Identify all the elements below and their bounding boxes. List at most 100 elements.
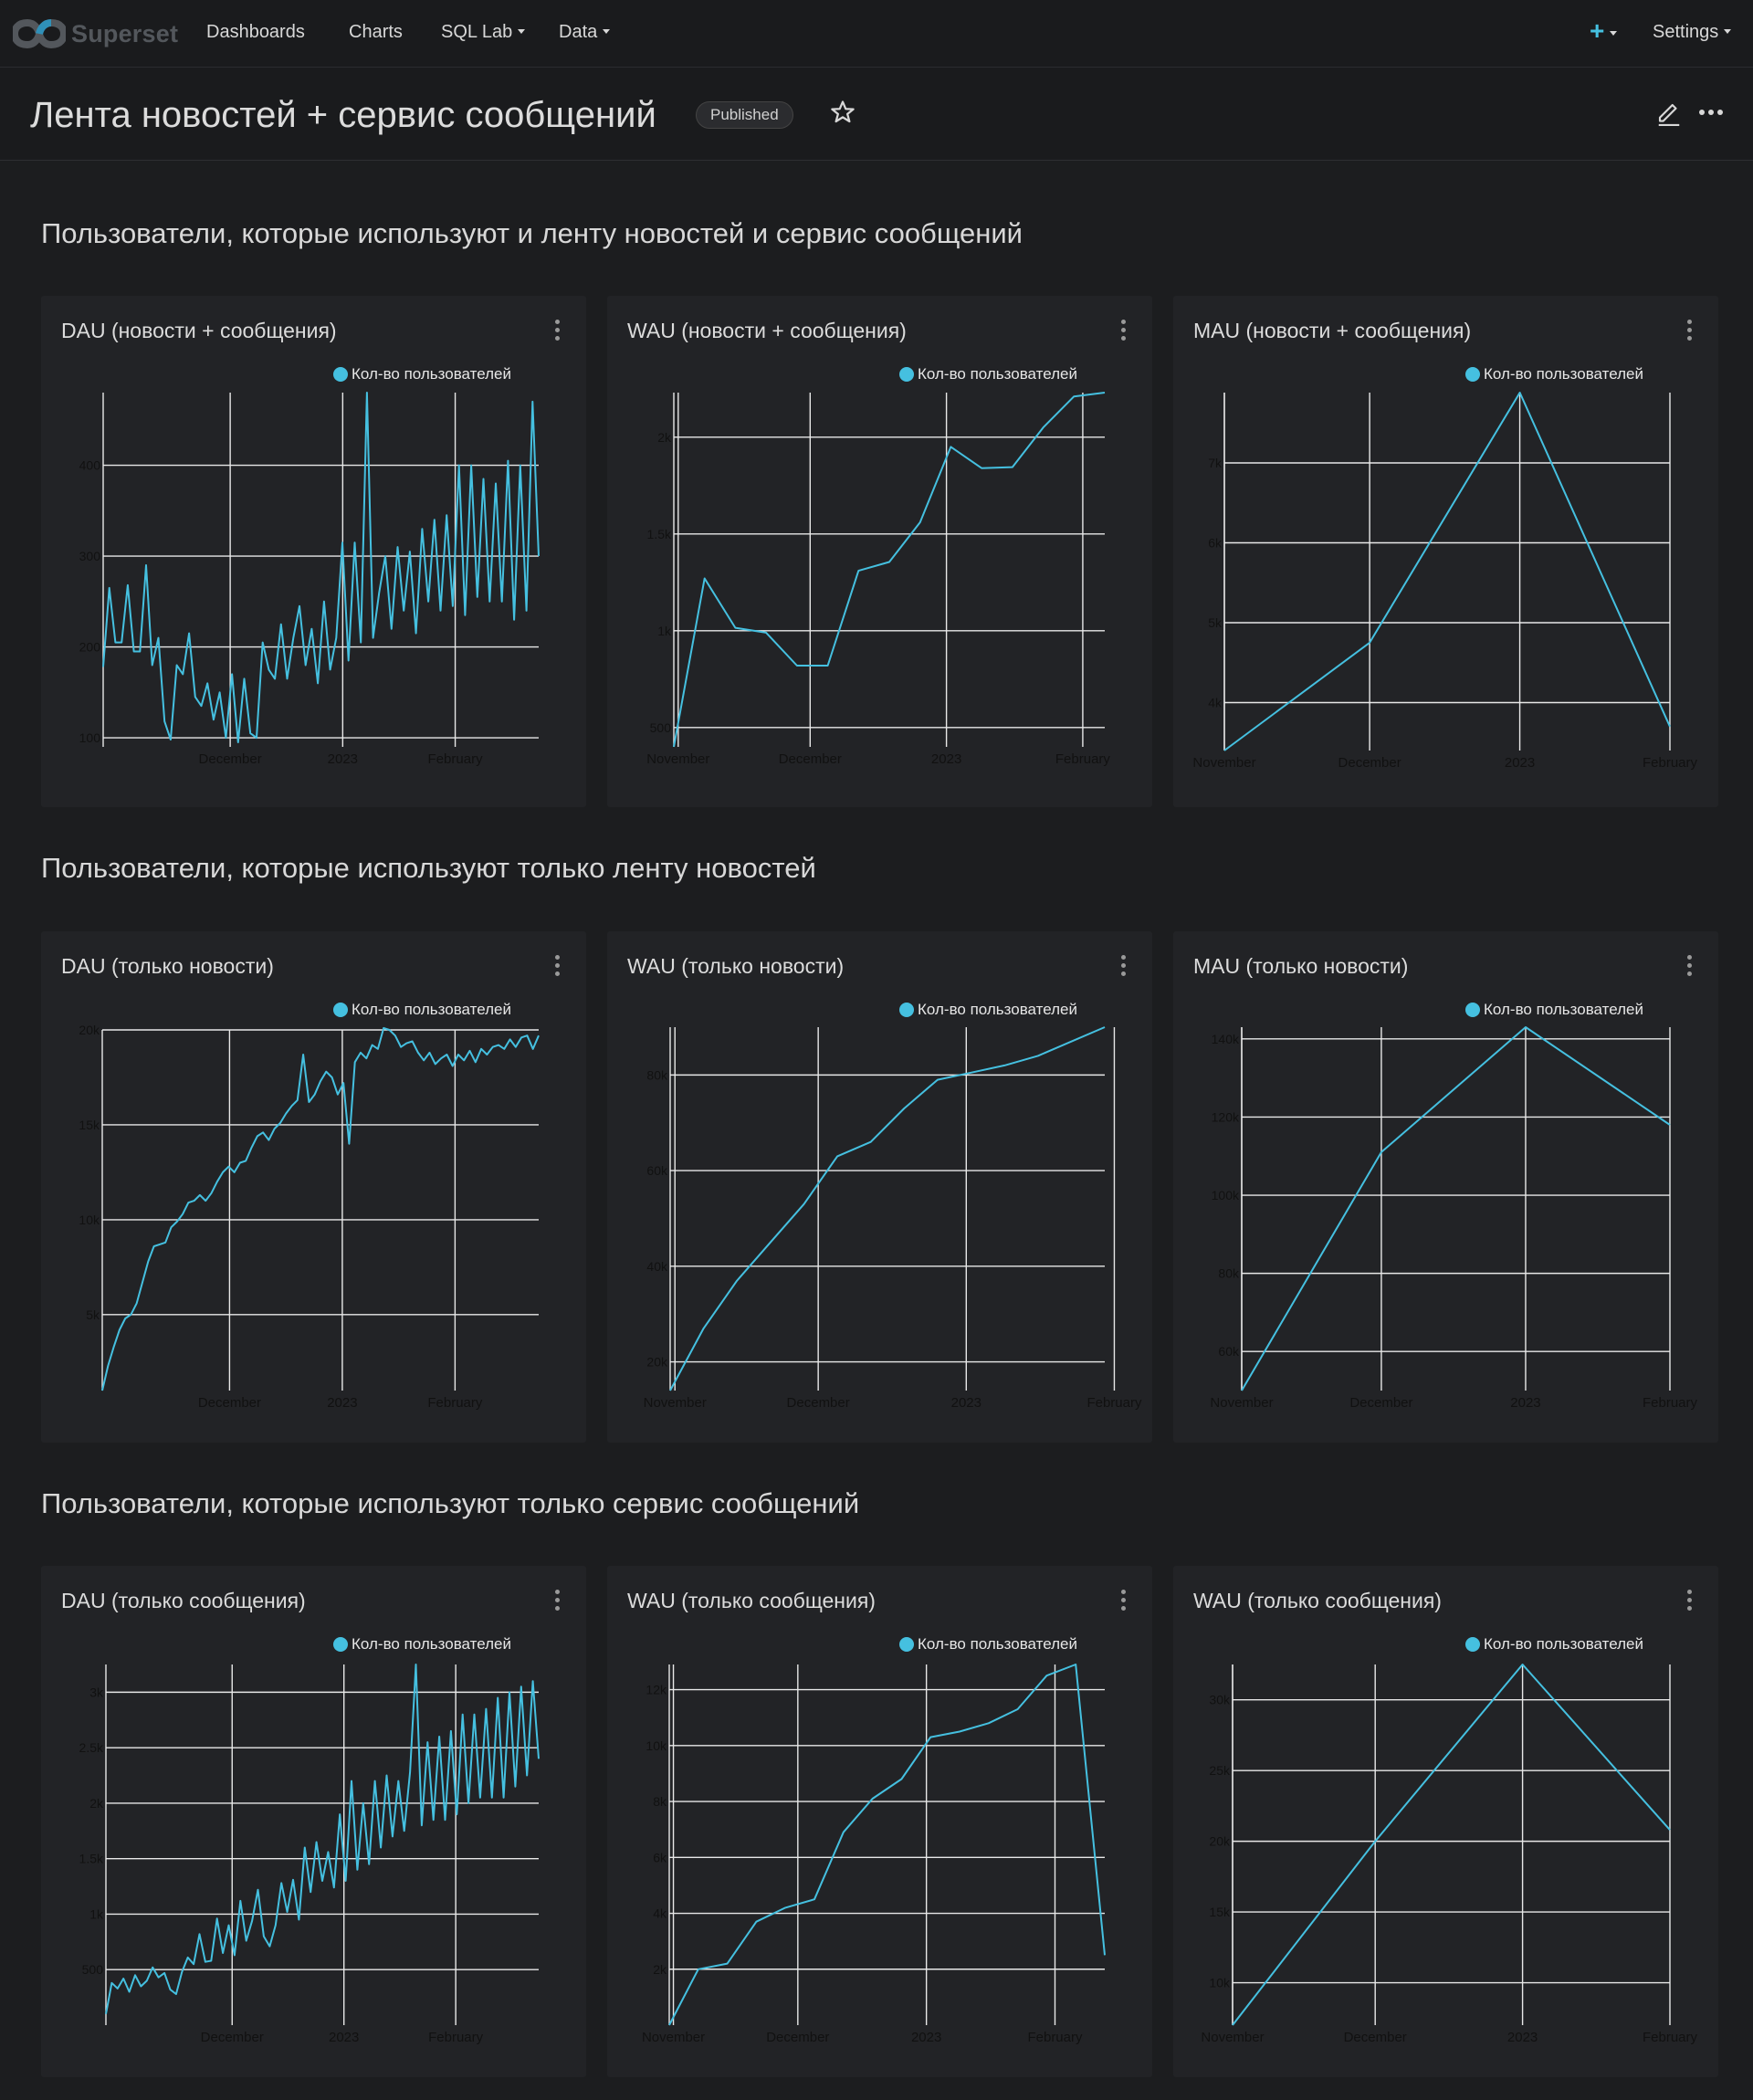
chart-menu-icon[interactable]: [555, 320, 561, 344]
y-tick-label: 500: [82, 1962, 104, 1977]
x-tick-label: December: [199, 751, 262, 767]
x-tick-label: 2023: [1505, 755, 1535, 771]
chart-menu-icon[interactable]: [555, 1590, 561, 1614]
y-tick-label: 60k: [1218, 1344, 1240, 1359]
chart-plot[interactable]: 5k 10k 15k 20k December 2023 February: [41, 931, 586, 1443]
legend-dot-icon: [1465, 1637, 1480, 1652]
x-tick-label: February: [1643, 1395, 1698, 1411]
chart-legend[interactable]: Кол-во пользователей: [333, 1001, 511, 1019]
x-tick-label: February: [1027, 2030, 1083, 2045]
chart-legend[interactable]: Кол-во пользователей: [899, 365, 1077, 383]
y-tick-label: 140k: [1212, 1032, 1240, 1046]
chevron-down-icon: [518, 29, 526, 34]
chart-legend[interactable]: Кол-во пользователей: [1465, 365, 1643, 383]
chart-title[interactable]: DAU (только новости): [61, 954, 274, 978]
y-tick-label: 15k: [79, 1118, 100, 1132]
chart-card: MAU (новости + сообщения) Кол-во пользова…: [1173, 296, 1718, 807]
chart-title[interactable]: WAU (только новости): [627, 954, 845, 978]
chart-menu-icon[interactable]: [1121, 955, 1127, 980]
chart-title[interactable]: WAU (только сообщения): [627, 1589, 876, 1612]
chart-plot[interactable]: 10k 15k 20k 25k 30k November December 2023 Febru…: [1173, 1566, 1718, 2077]
legend-dot-icon: [333, 1003, 348, 1017]
chart-plot[interactable]: 60k 80k 100k 120k 140k November December 2023 Fe…: [1173, 931, 1718, 1443]
nav-sql-lab[interactable]: SQL Lab: [441, 22, 526, 43]
chart-menu-icon[interactable]: [1687, 320, 1693, 344]
series-line[interactable]: [105, 1664, 540, 2014]
legend-dot-icon: [333, 367, 348, 382]
y-tick-label: 100: [79, 730, 101, 745]
legend-label: Кол-во пользователей: [1484, 1635, 1643, 1653]
chart-title[interactable]: MAU (только новости): [1193, 954, 1409, 978]
x-tick-label: 2023: [951, 1395, 981, 1411]
series-line[interactable]: [102, 392, 540, 743]
series-line[interactable]: [668, 1664, 1106, 2026]
chart-plot[interactable]: 500 1k 1.5k 2k 2.5k 3k December 2023 February: [41, 1566, 586, 2077]
dashboard-title[interactable]: Лента новостей + сервис сообщений: [30, 95, 656, 135]
chart-legend[interactable]: Кол-во пользователей: [1465, 1635, 1643, 1654]
chart-menu-icon[interactable]: [1121, 1590, 1127, 1614]
chart-title[interactable]: MAU (новости + сообщения): [1193, 319, 1472, 342]
y-tick-label: 20k: [1209, 1834, 1231, 1849]
series-line[interactable]: [669, 1026, 1106, 1391]
chart-plot[interactable]: 2k 4k 6k 8k 10k 12k November December 2023 Februa…: [607, 1566, 1152, 2077]
x-tick-label: November: [642, 2030, 705, 2045]
chart-legend[interactable]: Кол-во пользователей: [899, 1635, 1077, 1654]
chart-menu-icon[interactable]: [1687, 1590, 1693, 1614]
y-tick-label: 1k: [89, 1906, 104, 1921]
chart-legend[interactable]: Кол-во пользователей: [333, 1635, 511, 1654]
chart-title[interactable]: DAU (новости + сообщения): [61, 319, 337, 342]
chart-card: MAU (только новости) Кол-во пользователей…: [1173, 931, 1718, 1443]
chart-menu-icon[interactable]: [555, 955, 561, 980]
y-tick-label: 120k: [1212, 1109, 1240, 1124]
x-tick-label: November: [1192, 755, 1255, 771]
y-tick-label: 8k: [653, 1794, 667, 1809]
chart-legend[interactable]: Кол-во пользователей: [333, 365, 511, 383]
y-tick-label: 300: [79, 549, 101, 563]
chart-plot[interactable]: 100 200 300 400 December 2023 February: [41, 296, 586, 807]
legend-label: Кол-во пользователей: [1484, 365, 1643, 383]
star-icon[interactable]: [829, 99, 856, 126]
nav-dashboards[interactable]: Dashboards: [206, 22, 305, 42]
chart-plot[interactable]: 20k 40k 60k 80k November December 2023 February: [607, 931, 1152, 1443]
y-tick-label: 2k: [89, 1796, 104, 1811]
published-badge[interactable]: Published: [696, 101, 793, 129]
chart-legend[interactable]: Кол-во пользователей: [1465, 1001, 1643, 1019]
x-tick-label: November: [646, 751, 709, 767]
y-tick-label: 1.5k: [647, 527, 672, 541]
y-tick-label: 10k: [79, 1213, 100, 1227]
legend-dot-icon: [899, 1637, 914, 1652]
dashboard-header: Лента новостей + сервис сообщений Publis…: [0, 68, 1753, 161]
series-line[interactable]: [673, 392, 1106, 748]
chart-menu-icon[interactable]: [1121, 320, 1127, 344]
nav-data[interactable]: Data: [559, 22, 611, 43]
legend-dot-icon: [1465, 367, 1480, 382]
chart-card: WAU (только сообщения) Кол-во пользовател…: [1173, 1566, 1718, 2077]
y-tick-label: 15k: [1209, 1905, 1231, 1919]
y-tick-label: 1.5k: [79, 1852, 104, 1866]
chart-plot[interactable]: 500 1k 1.5k 2k November December 2023 February: [607, 296, 1152, 807]
superset-logo[interactable]: Superset: [13, 16, 178, 52]
series-line[interactable]: [1223, 392, 1671, 751]
x-tick-label: December: [1349, 1395, 1412, 1411]
chart-title[interactable]: DAU (только сообщения): [61, 1589, 306, 1612]
series-line[interactable]: [101, 1026, 540, 1391]
nav-charts[interactable]: Charts: [349, 22, 403, 42]
more-options-icon[interactable]: [1698, 109, 1724, 116]
chart-legend[interactable]: Кол-во пользователей: [899, 1001, 1077, 1019]
chart-title[interactable]: WAU (новости + сообщения): [627, 319, 907, 342]
x-tick-label: February: [1055, 751, 1111, 767]
series-line[interactable]: [1241, 1026, 1671, 1391]
x-tick-label: 2023: [327, 1395, 357, 1411]
chart-plot[interactable]: 4k 5k 6k 7k November December 2023 February: [1173, 296, 1718, 807]
chart-card: DAU (только сообщения) Кол-во пользовател…: [41, 1566, 586, 2077]
x-tick-label: December: [787, 1395, 850, 1411]
chart-menu-icon[interactable]: [1687, 955, 1693, 980]
settings-menu[interactable]: Settings: [1653, 22, 1732, 43]
edit-pencil-icon[interactable]: [1655, 100, 1683, 128]
superset-logo-icon: [13, 18, 66, 49]
chart-title[interactable]: WAU (только сообщения): [1193, 1589, 1442, 1612]
legend-label: Кол-во пользователей: [918, 365, 1077, 383]
series-line[interactable]: [1232, 1664, 1671, 2026]
new-item-button[interactable]: +: [1590, 16, 1618, 46]
x-tick-label: 2023: [1510, 1395, 1540, 1411]
